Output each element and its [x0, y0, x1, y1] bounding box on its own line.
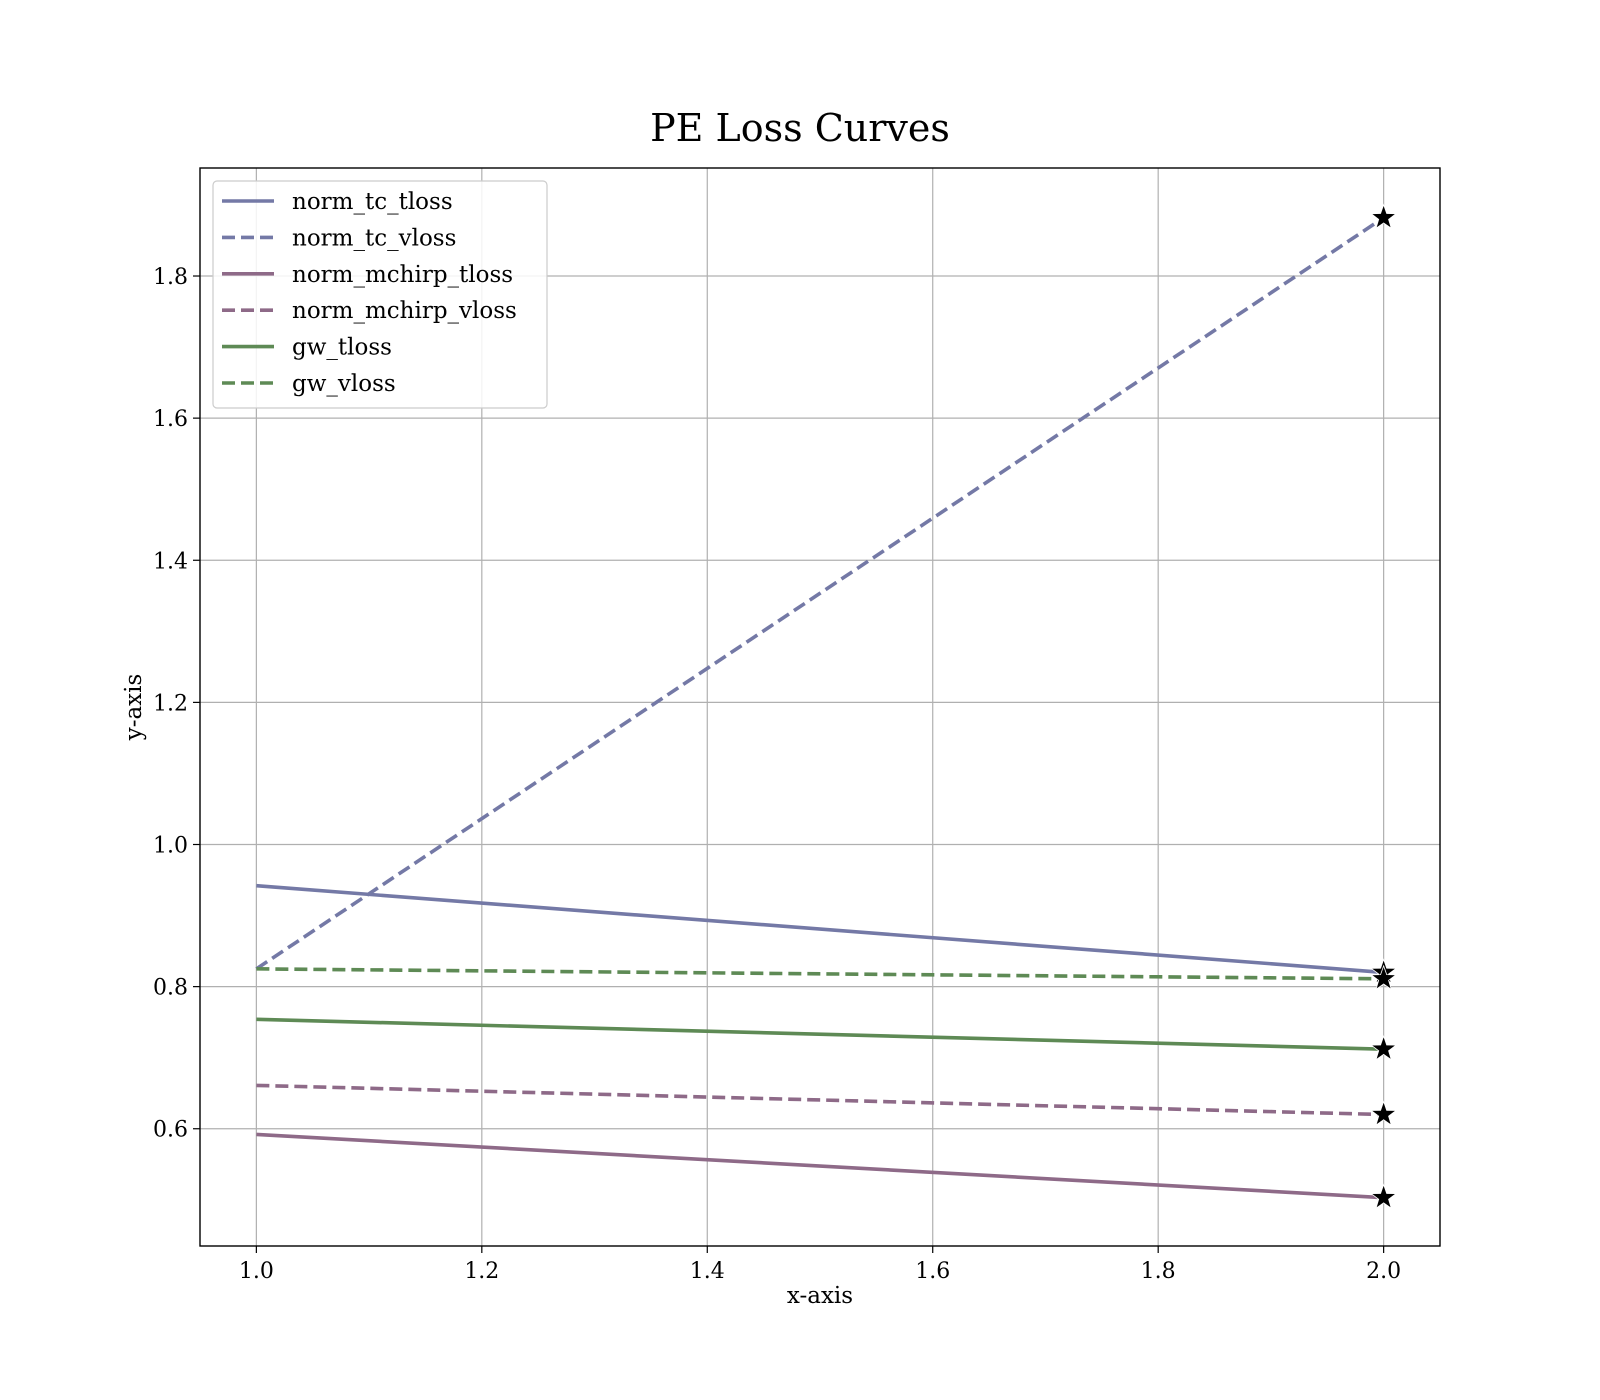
x-tick-label: 1.4	[690, 1259, 725, 1284]
grid	[200, 168, 1440, 1246]
y-tick-label: 1.6	[153, 407, 188, 432]
star-marker-gw-vloss	[1370, 964, 1398, 991]
series-lines	[255, 216, 1385, 1200]
plot-frame	[199, 167, 1441, 1247]
series-line-norm-tc-tloss	[256, 883, 1384, 975]
legend-label: gw_tloss	[292, 335, 392, 361]
legend-label: norm_mchirp_vloss	[292, 298, 517, 324]
x-tick-label: 1.8	[1141, 1259, 1176, 1284]
legend-label: norm_mchirp_tloss	[292, 262, 513, 288]
y-tick-label: 1.8	[153, 265, 188, 290]
legend: norm_tc_tloss norm_tc_vloss norm_mchirp_tl…	[212, 180, 548, 409]
series-line-norm-mchirp-vloss	[256, 1083, 1384, 1117]
y-tick-label: 0.6	[153, 1118, 188, 1143]
series-line-norm-tc-vloss	[255, 216, 1385, 971]
star-marker-norm-mchirp-vloss	[1370, 1100, 1398, 1127]
star-marker-gw-tloss	[1370, 1034, 1398, 1061]
x-tick-label: 1.0	[239, 1259, 274, 1284]
series-line-gw-vloss	[256, 967, 1384, 981]
x-axis-label: x-axis	[787, 1283, 853, 1309]
series-line-gw-tloss	[256, 1017, 1384, 1051]
x-tick-label: 1.6	[915, 1259, 950, 1284]
legend-label: norm_tc_tloss	[292, 189, 453, 215]
chart-title: PE Loss Curves	[650, 106, 950, 150]
y-tick-label: 0.8	[153, 976, 188, 1001]
legend-box	[212, 180, 548, 409]
legend-label: gw_vloss	[292, 371, 396, 397]
x-tick-label: 2.0	[1366, 1259, 1401, 1284]
ticks: 1.0 1.2 1.4 1.6 1.8 2.0 0.6 0.8 1.0 1.2 1.4 1.6 1.8	[153, 265, 1401, 1284]
x-tick-label: 1.2	[464, 1259, 499, 1284]
end-markers	[1370, 203, 1398, 1210]
y-axis-label: y-axis	[121, 674, 147, 742]
series-line-norm-mchirp-tloss	[256, 1132, 1384, 1200]
y-tick-label: 1.0	[153, 834, 188, 859]
y-tick-label: 1.2	[153, 691, 188, 716]
star-marker-norm-tc-vloss	[1370, 203, 1398, 230]
legend-label: norm_tc_vloss	[292, 225, 456, 251]
y-tick-label: 1.4	[153, 549, 188, 574]
star-marker-norm-mchirp-tloss	[1370, 1183, 1398, 1210]
